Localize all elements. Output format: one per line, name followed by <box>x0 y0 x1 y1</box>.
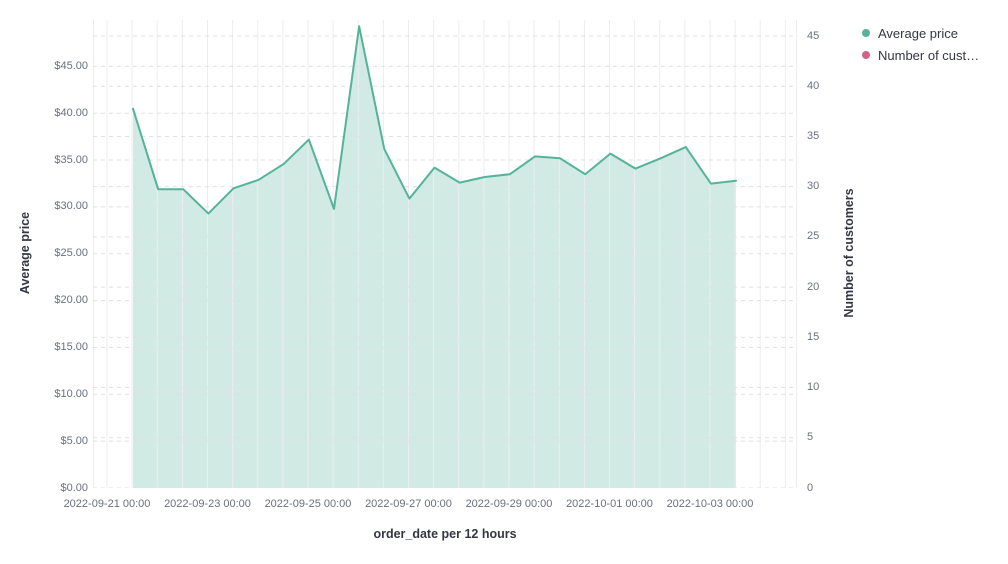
raxis-tick-label: 35 <box>807 129 820 142</box>
laxis-tick-label: $15.00 <box>54 340 88 353</box>
raxis-tick-label: 30 <box>807 180 820 193</box>
legend-item-average-price[interactable]: Average price <box>862 22 979 44</box>
laxis-tick-label: $35.00 <box>54 153 88 166</box>
legend-label-number-of-customers: Number of cust… <box>878 47 980 63</box>
legend-swatch-number-of-customers <box>862 51 870 59</box>
laxis-tick-label: $0.00 <box>60 481 88 494</box>
laxis-tick-label: $45.00 <box>54 59 88 72</box>
legend: Average price Number of cust… <box>862 22 979 66</box>
xaxis-tick-label: 2022-10-01 00:00 <box>566 498 653 510</box>
right-axis-title: Number of customers <box>842 188 856 318</box>
laxis-tick-label: $30.00 <box>54 200 88 213</box>
raxis-tick-label: 20 <box>807 280 820 293</box>
laxis-tick-label: $5.00 <box>60 434 88 447</box>
xaxis-tick-label: 2022-09-27 00:00 <box>365 498 452 510</box>
raxis-tick-label: 40 <box>807 79 820 92</box>
laxis-tick-label: $25.00 <box>54 247 88 260</box>
raxis-tick-label: 25 <box>807 230 820 243</box>
legend-label-average-price: Average price <box>878 25 958 41</box>
xaxis-tick-label: 2022-09-23 00:00 <box>164 498 251 510</box>
legend-item-number-of-customers[interactable]: Number of cust… <box>862 44 979 66</box>
raxis-tick-label: 5 <box>807 431 814 444</box>
plot-svg[interactable] <box>93 20 797 488</box>
xaxis-tick-label: 2022-09-29 00:00 <box>465 498 553 510</box>
laxis-tick-label: $10.00 <box>54 387 88 400</box>
xaxis-tick-label: 2022-09-25 00:00 <box>264 498 352 510</box>
xaxis-tick-label: 2022-09-21 00:00 <box>63 498 151 510</box>
x-axis-title: order_date per 12 hours <box>373 527 517 541</box>
raxis-tick-label: 0 <box>807 481 814 494</box>
price-area-fill <box>133 26 736 488</box>
xaxis-tick-label: 2022-10-03 00:00 <box>666 498 754 510</box>
raxis-tick-label: 45 <box>807 29 820 42</box>
laxis-tick-label: $20.00 <box>54 294 88 307</box>
raxis-tick-label: 15 <box>807 330 820 343</box>
raxis-tick-label: 10 <box>807 381 820 394</box>
price-line <box>132 25 737 215</box>
laxis-tick-label: $40.00 <box>54 106 88 119</box>
legend-swatch-average-price <box>862 29 870 37</box>
